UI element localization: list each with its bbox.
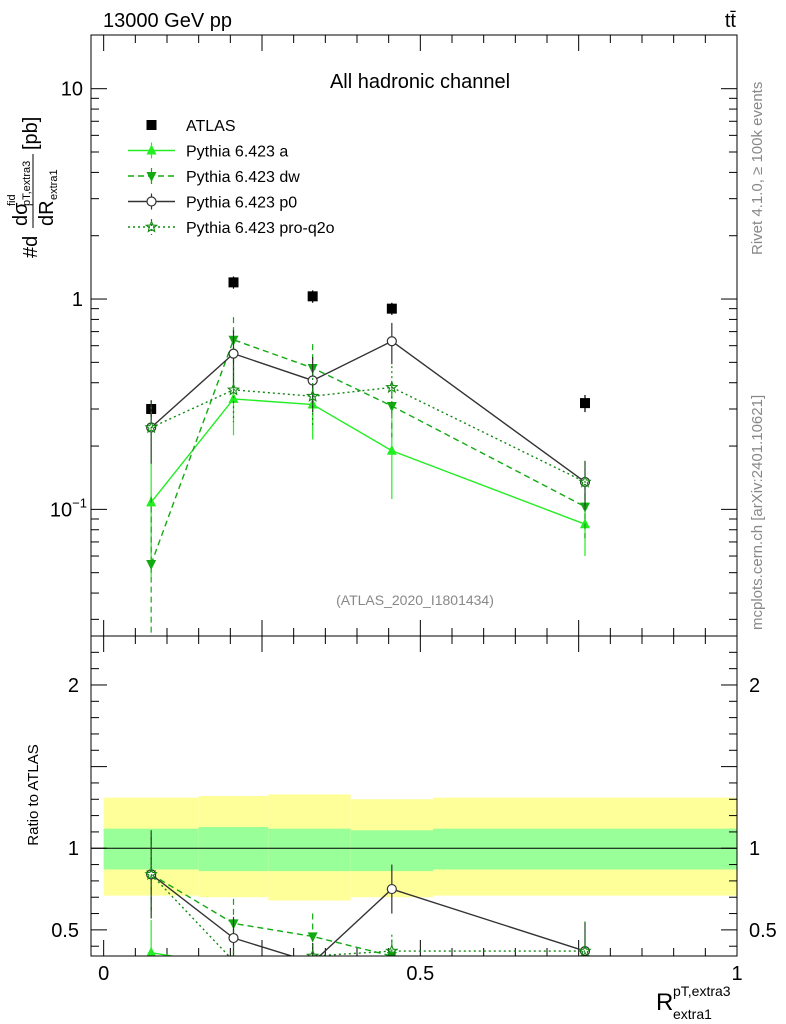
ratio-pythia-6-423-dw-line xyxy=(150,873,434,956)
pythia-6-423-dw-point xyxy=(146,559,157,570)
pythia-6-423-p0-line xyxy=(150,340,586,483)
ratio-pythia-6-423-p0-point xyxy=(386,883,397,895)
legend-label: ATLAS xyxy=(186,118,236,135)
main-y-tick-label: 10 xyxy=(61,79,83,101)
ratio-pythia-6-423-dw-point xyxy=(307,932,318,943)
ratio-plot-panel: 0 0.5 1 0.5 0.5 1 1 2 2 xyxy=(51,635,777,985)
ratio-series-layer xyxy=(144,830,592,956)
legend-marker xyxy=(146,120,157,130)
x-axis-label: R pT,extra3 extra1 xyxy=(656,983,731,1022)
ratio-x-tick-label: 0 xyxy=(98,963,109,985)
main-axis-ticks: 10−1 1 10 xyxy=(50,35,738,636)
ratio-y-tick-label: 2 xyxy=(68,675,79,697)
ratio-pythia-6-423-p0-point xyxy=(228,932,239,944)
legend-label: Pythia 6.423 pro-q2o xyxy=(186,220,335,237)
svg-text:pT,extra3: pT,extra3 xyxy=(673,983,731,999)
pythia-6-423-p0-point xyxy=(228,348,239,359)
ratio-pythia-6-423-dw-point xyxy=(580,955,590,956)
atlas-point xyxy=(307,291,318,302)
ratio-band-green xyxy=(433,828,737,870)
ratio-band-green xyxy=(268,828,351,872)
pythia-6-423-pro-q2o-point xyxy=(305,389,320,402)
legend-label: Pythia 6.423 p0 xyxy=(186,195,297,212)
pythia-6-423-p0-point xyxy=(386,336,397,347)
pythia-6-423-pro-q2o-point xyxy=(385,380,399,394)
main-y-tick-label: 1 xyxy=(72,289,83,311)
ratio-pythia-6-423-p0-line xyxy=(150,873,586,956)
ratio-pythia-6-423-pro-q2o-point xyxy=(232,953,235,956)
atlas-point xyxy=(386,303,397,314)
main-y-axis-label: #d dσ fid pT,extra3 dR extra1 [pb] xyxy=(6,117,60,258)
ratio-x-tick-label: 0.5 xyxy=(406,963,434,985)
pythia-6-423-a-line xyxy=(150,398,586,525)
legend-marker xyxy=(146,144,157,155)
ratio-x-tick-label: 1 xyxy=(731,963,742,985)
main-y-tick-label: 10−1 xyxy=(50,495,87,521)
svg-text:dR: dR xyxy=(36,200,58,226)
ratio-pythia-6-423-pro-q2o-point xyxy=(578,944,592,956)
y-axis-label-text: #d xyxy=(20,236,42,258)
ratio-pythia-6-423-pro-q2o-point xyxy=(385,944,399,956)
ratio-y-tick-label: 0.5 xyxy=(51,920,79,942)
ratio-y-tick-label-right: 2 xyxy=(749,675,760,697)
svg-text:[pb]: [pb] xyxy=(20,117,42,150)
ratio-uncertainty-bands xyxy=(91,794,737,901)
ratio-band-green xyxy=(198,827,269,872)
svg-text:dσ: dσ xyxy=(10,202,32,226)
ratio-y-axis-label: Ratio to ATLAS xyxy=(25,744,42,845)
ratio-series-clipped xyxy=(144,830,592,956)
svg-text:fid: fid xyxy=(6,194,18,206)
ratio-pythia-6-423-pro-q2o-point xyxy=(305,948,320,956)
ratio-pythia-6-423-pro-q2o-point xyxy=(144,867,158,881)
atlas-point xyxy=(580,398,590,409)
svg-text:R: R xyxy=(656,989,673,1016)
pythia-6-423-pro-q2o-point xyxy=(144,420,158,434)
atlas-point xyxy=(228,277,239,288)
ratio-axis-ticks: 0 0.5 1 0.5 0.5 1 1 2 2 xyxy=(51,636,777,985)
ratio-pythia-6-423-a-point xyxy=(146,946,156,956)
main-plot-panel: 10−1 1 10 All hadronic channel (ATLAS_2020… xyxy=(50,34,738,637)
pythia-6-423-pro-q2o-point xyxy=(226,382,241,396)
svg-text:extra1: extra1 xyxy=(48,169,60,200)
ratio-y-tick-label-right: 0.5 xyxy=(749,920,777,942)
ratio-y-tick-label: 1 xyxy=(68,838,79,860)
main-series-layer xyxy=(144,276,592,636)
legend-marker xyxy=(146,172,157,182)
legend-label: Pythia 6.423 a xyxy=(186,144,288,161)
process-label: tt̄ xyxy=(725,10,737,32)
ratio-band-green xyxy=(350,830,433,872)
mcplots-site-label: mcplots.cern.ch [arXiv:2401.10621] xyxy=(749,395,766,630)
main-chart-title: All hadronic channel xyxy=(330,71,510,93)
ratio-plot-frame xyxy=(90,635,738,957)
pythia-6-423-a-point xyxy=(386,444,397,455)
legend: ATLAS Pythia 6.423 a Pythia 6.423 dw Pythia… xyxy=(128,118,335,237)
pythia-6-423-a-point xyxy=(580,518,590,529)
rivet-version-label: Rivet 4.1.0, ≥ 100k events xyxy=(749,82,766,255)
legend-marker xyxy=(146,196,157,207)
svg-text:extra1: extra1 xyxy=(673,1006,712,1022)
analysis-label: (ATLAS_2020_I1801434) xyxy=(336,592,494,608)
energy-label: 13000 GeV pp xyxy=(103,10,232,32)
legend-marker xyxy=(144,219,159,233)
pythia-6-423-pro-q2o-point xyxy=(578,475,592,488)
legend-label: Pythia 6.423 dw xyxy=(186,169,300,186)
pythia-6-423-pro-q2o-line xyxy=(150,386,586,483)
svg-text:pT,extra3: pT,extra3 xyxy=(21,161,33,206)
ratio-y-tick-label-right: 1 xyxy=(749,838,760,860)
pythia-6-423-dw-line xyxy=(150,338,586,565)
